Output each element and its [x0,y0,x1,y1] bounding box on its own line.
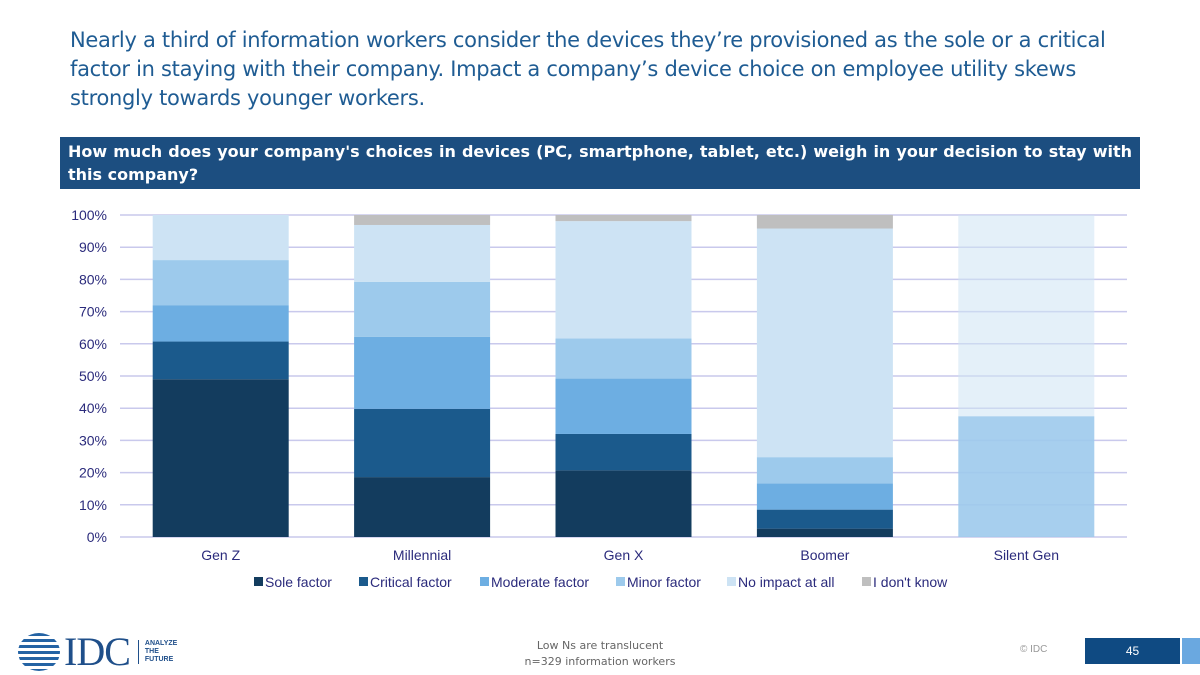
bar-segment-critical-factor [756,509,893,529]
slide-headline: Nearly a third of information workers co… [70,28,1106,110]
bar-segment-minor-factor [555,338,692,379]
bar-segment-no-impact-at-all [152,215,289,261]
footer-note: Low Ns are translucent n=329 information… [480,638,720,670]
y-tick-label: 50% [79,368,107,384]
question-banner: How much does your company's choices in … [60,137,1140,189]
bar-segment-minor-factor [958,416,1095,537]
bar-segment-critical-factor [152,341,289,380]
bar-segment-sole-factor [354,477,491,537]
y-tick-label: 0% [87,529,107,545]
bar-segment-critical-factor [555,433,692,471]
y-tick-label: 100% [71,207,107,223]
y-tick-label: 70% [79,304,107,320]
bar-segment-i-don-t-know [756,215,893,229]
bar-segment-moderate-factor [354,336,491,409]
legend-swatch [480,577,489,586]
x-category-label: Millennial [393,547,451,563]
x-category-label: Gen Z [201,547,240,563]
page-edge-accent [1182,638,1200,664]
y-tick-label: 90% [79,239,107,255]
bar-segment-no-impact-at-all [958,215,1095,417]
y-tick-label: 80% [79,271,107,287]
bar-segment-no-impact-at-all [555,221,692,339]
translucent-note: Low Ns are translucent [536,639,664,652]
x-category-label: Boomer [800,547,849,563]
legend-label: Sole factor [265,574,332,590]
logo-text: IDC [64,629,131,674]
bar-segment-i-don-t-know [555,215,692,222]
logo-tagline: ANALYZE THE FUTURE [137,639,185,664]
legend-swatch [254,577,263,586]
globe-icon [18,632,60,671]
x-category-label: Silent Gen [994,547,1059,563]
bar-segment-i-don-t-know [354,215,491,225]
bar-segment-critical-factor [354,408,491,478]
copyright: © IDC [1020,644,1048,655]
legend-swatch [862,577,871,586]
y-tick-label: 40% [79,400,107,416]
stacked-bar-chart: 0% 10% 20% 30% 40% 50% 60% 70% 80% 90% 100% Gen Z Mi… [71,207,1127,590]
bar-segment-moderate-factor [756,483,893,510]
legend-label: Moderate factor [491,574,589,590]
bar-segment-moderate-factor [555,378,692,434]
y-tick-label: 30% [79,432,107,448]
idc-logo: IDC ANALYZE THE FUTURE [18,628,185,675]
y-tick-label: 60% [79,336,107,352]
legend-label: Critical factor [370,574,452,590]
legend-swatch [616,577,625,586]
legend-swatch [359,577,368,586]
legend-label: Minor factor [627,574,701,590]
bar-segment-minor-factor [354,281,491,337]
sample-size-note: n=329 information workers [524,655,676,668]
bar-segment-minor-factor [152,260,289,306]
y-tick-label: 20% [79,465,107,481]
bar-segment-no-impact-at-all [756,228,893,458]
page-number: 45 [1085,638,1180,664]
bar-segment-sole-factor [555,470,692,537]
bar-segment-moderate-factor [152,305,289,342]
legend-label: I don't know [873,574,948,590]
bar-segment-minor-factor [756,457,893,484]
legend-swatch [727,577,736,586]
y-tick-label: 10% [79,497,107,513]
legend-label: No impact at all [738,574,834,590]
bar-segment-sole-factor [152,379,289,537]
bar-segment-sole-factor [756,528,893,537]
x-category-label: Gen X [604,547,644,563]
bar-segment-no-impact-at-all [354,224,491,282]
